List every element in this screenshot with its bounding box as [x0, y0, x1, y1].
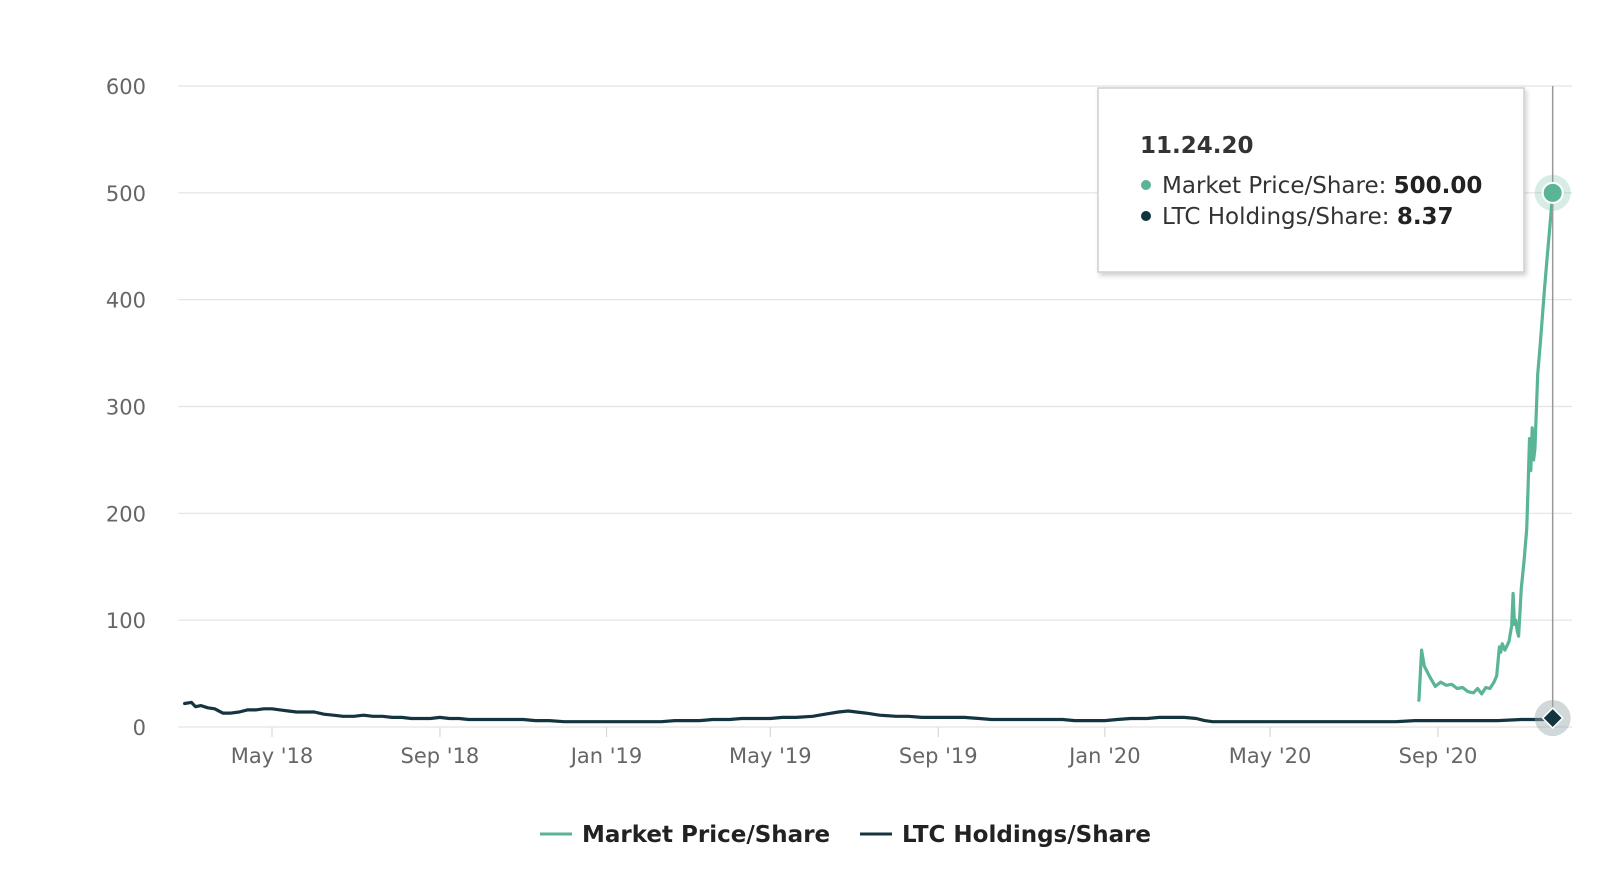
- tooltip-market-dot: [1141, 180, 1151, 190]
- x-axis: May '18 Sep '18 Jan '19 May '19 Sep '19 Jan '…: [231, 727, 1478, 768]
- y-tick-label: 100: [106, 609, 146, 633]
- x-tick-label: Sep '20: [1399, 744, 1478, 768]
- x-tick-label: Sep '18: [401, 744, 480, 768]
- y-tick-label: 600: [106, 75, 146, 99]
- legend-ltc-label: LTC Holdings/Share: [902, 822, 1151, 848]
- y-tick-label: 200: [106, 502, 146, 526]
- x-tick-label: May '19: [729, 744, 812, 768]
- legend: Market Price/Share LTC Holdings/Share: [540, 822, 1151, 848]
- series-line-market-price: [1417, 191, 1555, 702]
- y-tick-label: 400: [106, 289, 146, 313]
- legend-item-market[interactable]: Market Price/Share: [540, 822, 830, 848]
- tooltip-market-label: Market Price/Share:: [1162, 173, 1394, 199]
- tooltip-market-row: Market Price/Share: 500.00: [1162, 173, 1482, 199]
- x-tick-label: Sep '19: [899, 744, 978, 768]
- grid: [178, 85, 1572, 728]
- x-tick-label: Jan '19: [569, 744, 643, 768]
- x-tick-label: May '18: [231, 744, 314, 768]
- tooltip-ltc-label: LTC Holdings/Share:: [1162, 204, 1397, 230]
- tooltip-ltc-dot: [1141, 211, 1151, 221]
- y-tick-label: 0: [133, 716, 146, 740]
- legend-item-ltc[interactable]: LTC Holdings/Share: [860, 822, 1151, 848]
- y-tick-label: 300: [106, 396, 146, 420]
- hover-markers: [1534, 174, 1571, 737]
- ltc-marker: [1541, 706, 1564, 730]
- market-marker: [1541, 181, 1564, 204]
- legend-market-label: Market Price/Share: [582, 822, 830, 848]
- tooltip-ltc-value: 8.37: [1397, 204, 1454, 230]
- y-tick-label: 500: [106, 182, 146, 206]
- tooltip-box: [1097, 87, 1525, 273]
- series-line-ltc-holdings: [183, 700, 1555, 724]
- plot-series: [183, 191, 1555, 724]
- tooltip-date: 11.24.20: [1140, 133, 1254, 159]
- x-tick-label: Jan '20: [1067, 744, 1141, 768]
- tooltip-market-value: 500.00: [1394, 173, 1483, 199]
- tooltip-ltc-row: LTC Holdings/Share: 8.37: [1162, 204, 1454, 230]
- x-tick-label: May '20: [1229, 744, 1312, 768]
- y-axis: 0 100 200 300 400 500 600: [106, 75, 146, 740]
- tooltip: 11.24.20 Market Price/Share: 500.00 LTC …: [1097, 87, 1525, 273]
